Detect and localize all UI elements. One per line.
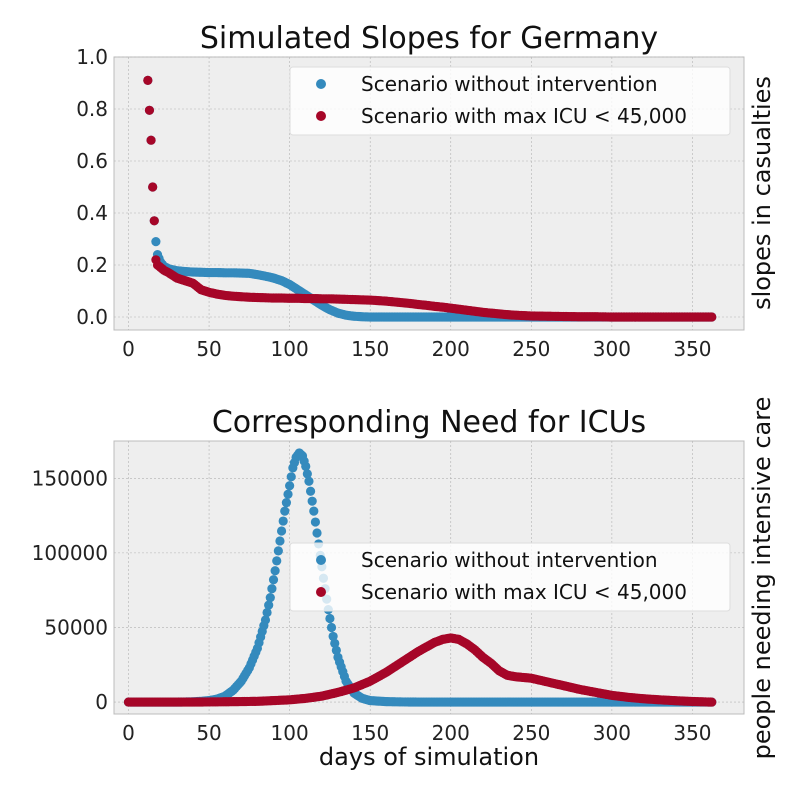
data-point	[270, 566, 280, 576]
data-point	[146, 135, 156, 145]
legend-marker	[316, 111, 326, 121]
data-point	[285, 481, 295, 491]
x-tick-label: 350	[673, 721, 711, 745]
series-2	[143, 75, 717, 322]
data-point	[330, 638, 340, 648]
data-point	[326, 622, 337, 633]
data-point	[151, 237, 161, 247]
x-tick-label: 150	[351, 721, 389, 745]
legend: Scenario without intervention Scenario wi…	[289, 542, 731, 612]
data-point	[305, 486, 316, 496]
x-tick-label: 100	[271, 337, 309, 361]
y-tick-label: 0.2	[76, 253, 108, 277]
y-tick-label: 0.6	[76, 149, 108, 173]
data-point	[267, 584, 277, 594]
y-axis-label: people needing intensive care	[748, 397, 776, 760]
y-tick-label: 0.0	[76, 305, 108, 329]
legend-label: Scenario with max ICU < 45,000	[361, 580, 687, 604]
data-point	[262, 607, 272, 618]
x-tick-label: 0	[122, 337, 135, 361]
legend-box	[289, 542, 731, 612]
data-point	[309, 506, 319, 516]
data-point	[301, 461, 311, 471]
x-axis-label: days of simulation	[319, 743, 539, 771]
x-tick-label: 0	[122, 721, 135, 745]
data-point	[143, 75, 153, 85]
data-point	[283, 489, 293, 499]
data-point	[273, 546, 283, 556]
chart-title: Simulated Slopes for Germany	[200, 21, 658, 56]
data-point	[312, 528, 322, 538]
legend-box	[289, 66, 731, 136]
y-tick-label: 0	[95, 690, 108, 714]
x-tick-label: 150	[351, 337, 389, 361]
data-point	[707, 312, 717, 322]
x-tick-label: 300	[593, 721, 631, 745]
data-point	[280, 506, 290, 516]
x-tick-label: 50	[196, 721, 221, 745]
chart-panel-2: 0 50 100 150 200 250 300 350 0 50000 100000 150000 C…	[32, 397, 776, 771]
data-point	[307, 496, 317, 506]
data-point	[310, 517, 321, 527]
y-tick-label: 0.8	[76, 97, 108, 121]
y-tick-label: 100000	[32, 541, 108, 565]
y-tick-label: 150000	[32, 466, 108, 490]
x-tick-label: 350	[673, 337, 711, 361]
data-point	[325, 613, 335, 624]
data-point	[260, 615, 271, 625]
data-point	[304, 476, 314, 486]
data-point	[148, 182, 158, 192]
chart-title: Corresponding Need for ICUs	[212, 405, 646, 440]
legend-marker	[316, 555, 326, 565]
legend-marker	[316, 587, 326, 597]
data-point	[707, 697, 717, 707]
x-tick-label: 100	[271, 721, 309, 745]
x-tick-label: 300	[593, 337, 631, 361]
legend-label: Scenario with max ICU < 45,000	[361, 104, 687, 128]
legend-label: Scenario without intervention	[361, 548, 658, 572]
data-point	[265, 593, 275, 603]
y-tick-label: 0.4	[76, 201, 108, 225]
data-point	[278, 516, 288, 526]
data-point	[149, 216, 159, 226]
x-tick-label: 250	[512, 721, 550, 745]
data-point	[281, 498, 292, 508]
data-point	[268, 575, 279, 585]
y-tick-label: 50000	[44, 615, 108, 639]
data-point	[144, 105, 155, 115]
legend-label: Scenario without intervention	[361, 72, 658, 96]
chart-panel-1: 0 50 100 150 200 250 300 350 0.0 0.2 0.4 0.6 0.8 1.0 S…	[76, 21, 776, 361]
data-point	[276, 526, 287, 536]
x-tick-label: 200	[432, 337, 470, 361]
data-point	[302, 469, 312, 479]
data-point	[328, 631, 338, 642]
series-2	[123, 633, 717, 707]
x-tick-label: 200	[432, 721, 470, 745]
legend-marker	[316, 79, 326, 89]
data-point	[272, 556, 282, 566]
y-axis-label: slopes in casualties	[748, 76, 776, 310]
y-tick-label: 1.0	[76, 45, 108, 69]
x-tick-label: 250	[512, 337, 550, 361]
data-point	[264, 600, 274, 610]
x-tick-label: 50	[196, 337, 221, 361]
data-point	[275, 536, 285, 546]
data-point	[331, 645, 341, 655]
data-point	[286, 472, 296, 482]
legend: Scenario without intervention Scenario wi…	[289, 66, 731, 136]
